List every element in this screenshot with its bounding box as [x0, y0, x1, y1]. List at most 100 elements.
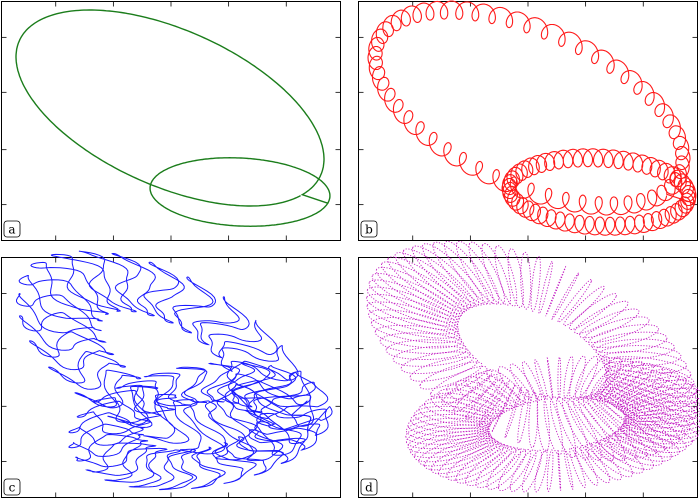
panel-c-trajectory-strand: [104, 447, 168, 483]
panel-c-trajectory-strand: [176, 366, 208, 403]
panel-d-trajectory-ring: [623, 396, 700, 422]
panel-c-trajectory-strand: [191, 446, 226, 489]
panel-c-trajectory-strand: [111, 253, 156, 317]
panel-d-trajectory-ring: [599, 437, 654, 470]
panel-d-trajectory-ring: [387, 256, 468, 312]
panel-d-trajectory-ring: [534, 449, 548, 493]
panel-d-trajectory-ring: [598, 345, 682, 367]
panel-d-trajectory-ring: [530, 256, 541, 312]
panel-d-trajectory-ring: [421, 243, 484, 306]
panel-d-trajectory-ring: [590, 358, 634, 400]
panel-a-plot: [15, 9, 331, 228]
panel-d-trajectory-ring: [507, 248, 524, 308]
panel-d-trajectory-ring: [468, 241, 505, 305]
panel-c-trajectory-strand: [128, 449, 181, 488]
panel-c-label: c: [9, 481, 16, 495]
panel-d-trajectory-ring: [424, 438, 498, 471]
panel-c-trajectory-strand: [143, 261, 185, 324]
panel-c-trajectory-strand: [231, 364, 297, 408]
panel-c-trajectory-strand: [68, 423, 144, 457]
panel-d-trajectory-ring: [574, 355, 599, 399]
panel-c-trajectory-strand: [226, 436, 284, 476]
panel-d-trajectory-ring: [392, 345, 471, 367]
panel-d-trajectory-ring: [572, 397, 626, 461]
panel-c-trajectory-strand: [172, 399, 226, 455]
panel-d-trajectory-ring: [545, 265, 567, 317]
panel-c-trajectory-strand: [50, 253, 121, 312]
panel-d-trajectory-ring: [379, 332, 465, 354]
panel-d-trajectory-ring: [563, 448, 574, 490]
panel-d-trajectory-ring: [619, 383, 699, 414]
panel-c-trajectory-strand: [143, 372, 191, 407]
panel-d-trajectory-ring: [585, 357, 622, 400]
panel-d-trajectory-ring: [605, 369, 698, 405]
panel-d-trajectory-ring: [432, 241, 489, 305]
panel-c-trajectory-strand: [78, 250, 137, 313]
panel-b-label-badge: b: [360, 220, 378, 238]
panel-c-trajectory-strand: [238, 429, 306, 464]
panel-d-trajectory-ring: [413, 405, 494, 429]
panel-d-trajectory-ring: [595, 338, 675, 360]
panel-d-trajectory-ring: [418, 435, 496, 467]
panel-a-label-badge: a: [3, 220, 21, 238]
panel-d-trajectory-ring: [604, 435, 664, 466]
panel-d-trajectory-ring: [407, 427, 491, 454]
panel-d-trajectory-ring: [374, 324, 463, 349]
panel-d-trajectory-ring: [605, 373, 698, 412]
panel-d-trajectory-ring: [557, 356, 562, 399]
panel-c-trajectory-strand: [192, 296, 250, 346]
panel-c-trajectory-strand: [18, 311, 107, 351]
panel-c-trajectory-strand: [74, 433, 149, 468]
panel-d-trajectory-ring: [595, 360, 644, 401]
panel-d-trajectory-ring: [557, 278, 593, 323]
panel-c: c: [1, 250, 341, 498]
panel-d-trajectory-ring: [521, 361, 542, 402]
panel-d-trajectory-ring: [574, 446, 599, 486]
panel-d-trajectory-ring: [621, 387, 700, 417]
panel-d-trajectory-ring: [446, 443, 508, 481]
panel-d-trajectory-ring: [623, 409, 700, 433]
panel-c-trajectory-strand: [15, 293, 102, 334]
panel-d-trajectory-ring: [405, 421, 490, 445]
panel-d-trajectory-ring: [579, 308, 640, 339]
panel-d-trajectory-ring: [520, 251, 532, 310]
panel-c-trajectory-strand: [230, 384, 333, 433]
panel-d-trajectory-ring: [591, 331, 668, 354]
panel-a: a: [1, 1, 341, 241]
panel-d-trajectory-ring: [494, 245, 518, 307]
panel-d-trajectory-ring: [624, 401, 700, 425]
panel-c-trajectory-strand: [205, 398, 284, 462]
panel-d-trajectory-ring: [497, 366, 532, 404]
panel-d-trajectory-ring: [569, 447, 586, 488]
panel-c-trajectory-strand: [107, 385, 159, 428]
panel-c-trajectory-strand: [114, 380, 177, 414]
panel-d-trajectory-ring: [370, 317, 461, 344]
panel-d-trajectory-ring: [405, 424, 490, 450]
panel-d-trajectory-ring: [444, 240, 494, 305]
panel-d-trajectory-ring: [478, 380, 510, 427]
panel-a-frame: [1, 1, 341, 241]
panel-d-trajectory-ring: [563, 355, 574, 399]
panel-d-trajectory-ring: [394, 252, 472, 310]
panel-c-label-badge: c: [3, 478, 21, 496]
panel-d-trajectory-ring: [504, 386, 523, 439]
panel-d-trajectory-ring: [438, 388, 505, 417]
panel-d-trajectory-ring: [429, 365, 488, 398]
panel-d-trajectory-ring: [546, 449, 554, 492]
panel-d-trajectory-ring: [543, 394, 563, 456]
panel-d-trajectory-ring: [366, 301, 459, 335]
panel-d-trajectory-ring: [580, 356, 611, 399]
panel-c-trajectory-strand: [172, 276, 217, 334]
panel-d-trajectory-ring: [597, 389, 680, 444]
panel-d-trajectory-ring: [381, 261, 466, 315]
panel-d-trajectory-ring: [546, 357, 554, 399]
panel-d-trajectory-ring: [538, 260, 554, 315]
panel-c-trajectory-strand: [76, 400, 151, 435]
panel-d-trajectory-ring: [607, 432, 672, 462]
panel-d-trajectory-ring: [475, 447, 522, 489]
panel-d-trajectory-ring: [574, 300, 629, 334]
panel-c-trajectory-strand: [244, 371, 316, 413]
panel-c-trajectory-strand: [253, 381, 329, 420]
panel-d-trajectory-ring: [400, 351, 475, 375]
